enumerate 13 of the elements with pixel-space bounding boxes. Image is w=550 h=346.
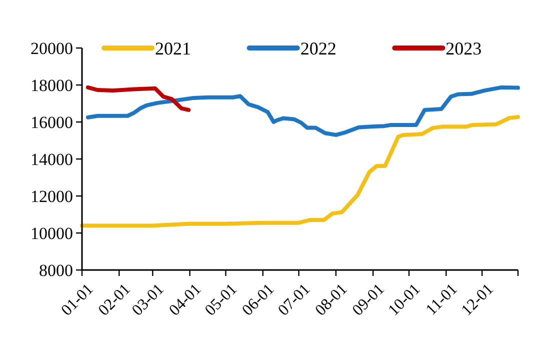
legend-label: 2021 [155, 38, 191, 58]
y-tick-label: 18000 [30, 76, 73, 95]
y-tick-label: 16000 [30, 112, 73, 132]
line-series [86, 85, 520, 137]
legend-label: 2023 [446, 38, 482, 58]
y-tick-label: 8000 [39, 260, 73, 280]
y-tick-label: 20000 [30, 38, 73, 58]
y-tick-label: 12000 [30, 186, 73, 206]
line-series [80, 115, 520, 228]
legend-label: 2022 [300, 38, 336, 58]
y-tick-label: 10000 [30, 224, 73, 243]
line-series [86, 85, 191, 112]
y-tick-label: 14000 [30, 150, 73, 169]
